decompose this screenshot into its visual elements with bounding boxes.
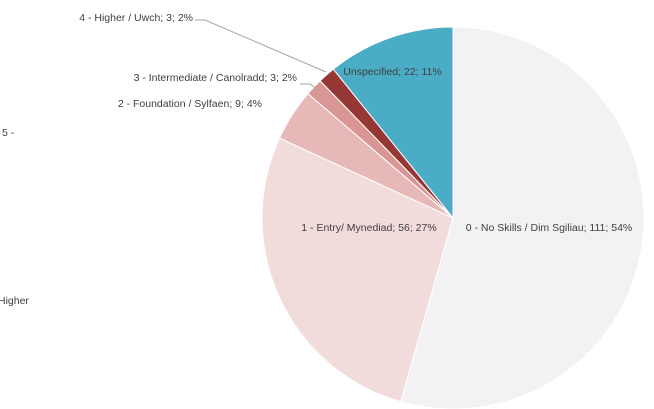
data-label: 3 - Intermediate / Canolradd; 3; 2% [133, 72, 297, 84]
annotation: 5 - [2, 127, 15, 139]
leader-line [300, 83, 319, 91]
pie-slice [400, 26, 645, 409]
data-label: 0 - No Skills / Dim Sgiliau; 111; 54% [465, 222, 633, 234]
leader-line [195, 19, 327, 73]
data-label: 2 - Foundation / Sylfaen; 9; 4% [117, 98, 262, 110]
data-label: 1 - Entry/ Mynediad; 56; 27% [301, 222, 437, 234]
annotation: Higher [0, 295, 29, 307]
pie-slice [332, 26, 454, 220]
pie-slice [261, 137, 454, 403]
data-label: 4 - Higher / Uwch; 3; 2% [79, 12, 193, 24]
data-label: Unspecified; 22; 11% [343, 66, 442, 78]
